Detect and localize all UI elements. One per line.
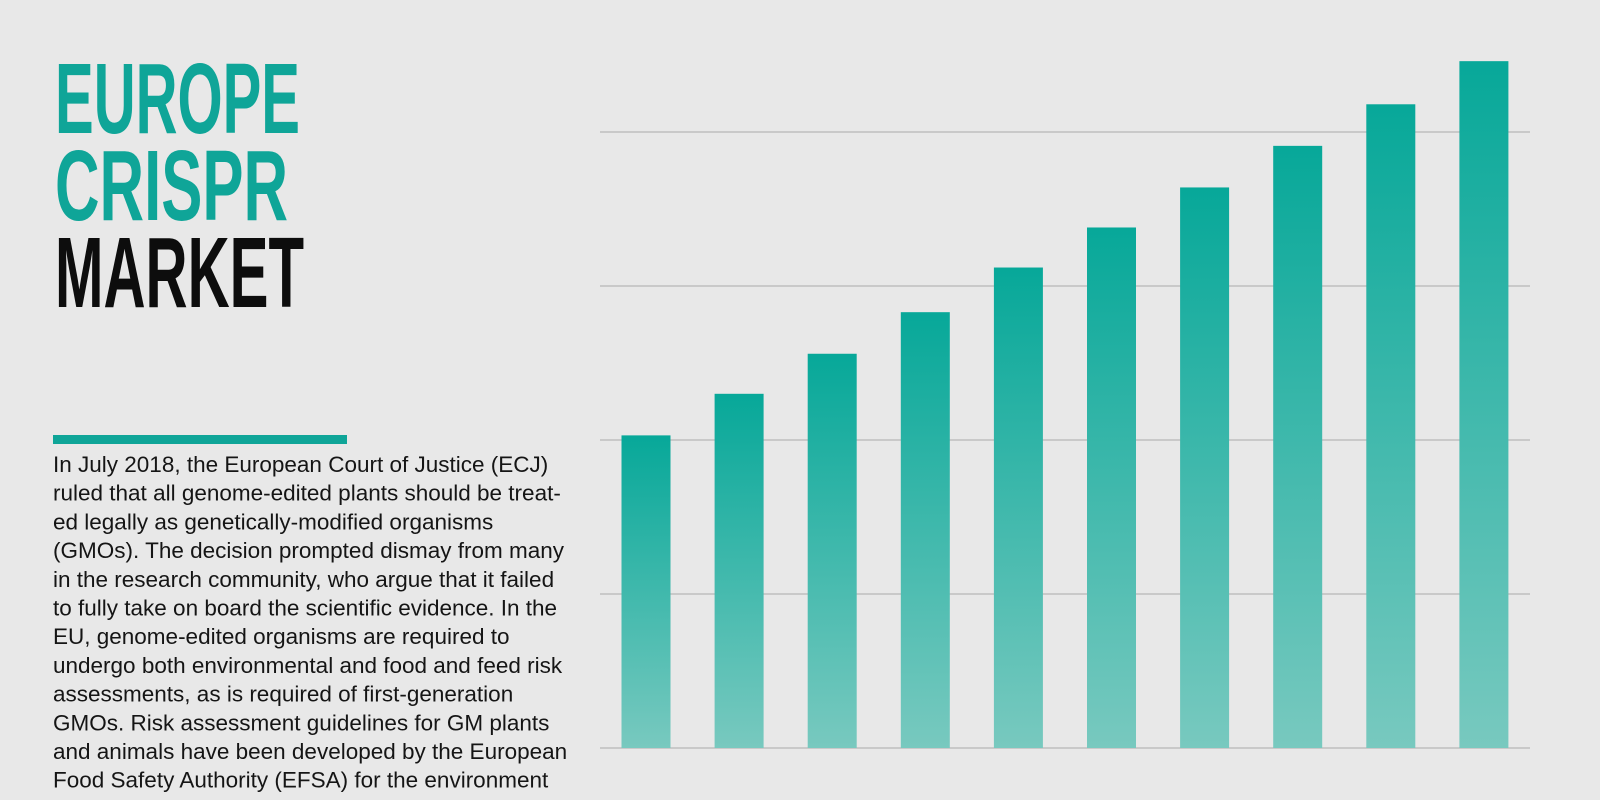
bar: [1459, 61, 1509, 749]
title-line: EUROPE: [55, 43, 300, 155]
bars: [621, 61, 1509, 749]
paragraph-line: In July 2018, the European Court of Just…: [53, 452, 548, 477]
paragraph-line: (GMOs). The decision prompted dismay fro…: [53, 538, 565, 563]
title-line: MARKET: [55, 217, 304, 329]
bar: [807, 353, 857, 748]
bar: [1087, 227, 1136, 749]
bar: [1180, 187, 1230, 748]
paragraph: In July 2018, the European Court of Just…: [53, 452, 567, 793]
paragraph-line: to fully take on board the scientific ev…: [53, 596, 557, 621]
bar: [621, 435, 671, 748]
bar: [900, 312, 950, 748]
bar: [993, 267, 1043, 748]
accent-bar: [53, 435, 347, 444]
bar: [1273, 145, 1323, 749]
title-line: CRISPR: [55, 130, 288, 242]
paragraph-line: ed legally as genetically-modified organ…: [53, 509, 493, 534]
bar: [714, 393, 764, 748]
paragraph-line: and animals have been developed by the E…: [53, 739, 567, 764]
paragraph-line: in the research community, who argue tha…: [53, 567, 554, 592]
paragraph-line: Food Safety Authority (EFSA) for the env…: [53, 768, 549, 793]
paragraph-line: assessments, as is required of first-gen…: [53, 682, 513, 707]
paragraph-line: ruled that all genome-edited plants shou…: [53, 481, 561, 506]
paragraph-line: GMOs. Risk assessment guidelines for GM …: [53, 710, 549, 735]
paragraph-line: EU, genome-edited organisms are required…: [53, 624, 510, 649]
paragraph-line: undergo both environmental and food and …: [53, 653, 563, 678]
bar: [1366, 104, 1416, 748]
